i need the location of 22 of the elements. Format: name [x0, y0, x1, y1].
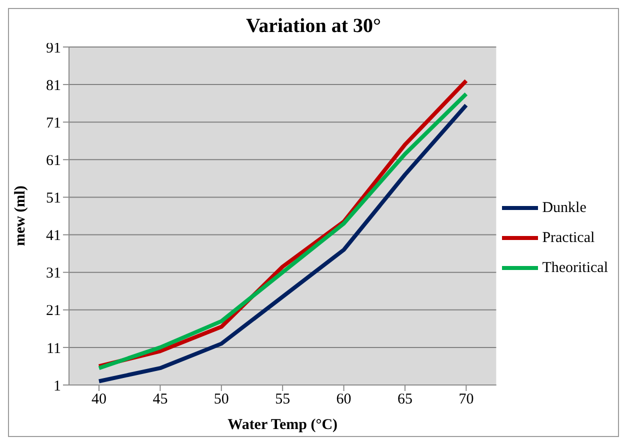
- y-tick-label: 31: [46, 266, 61, 282]
- y-tick-label: 21: [46, 303, 61, 320]
- legend-label: Theoritical: [542, 260, 608, 276]
- y-tick-label: 1: [54, 378, 61, 394]
- y-tick-label: 61: [46, 152, 61, 169]
- chart-title: Variation at 30°: [246, 15, 382, 37]
- x-tick-label: 50: [214, 392, 229, 408]
- x-tick-label: 45: [152, 392, 168, 408]
- x-tick-label: 40: [92, 392, 106, 408]
- legend-label: Dunkle: [542, 200, 586, 216]
- y-axis-title: mew (ml): [12, 186, 28, 246]
- y-tick-label: 71: [46, 115, 61, 132]
- x-tick-label: 60: [336, 392, 352, 408]
- x-axis-title: Water Temp (°C): [228, 417, 338, 433]
- x-tick-label: 55: [275, 392, 290, 408]
- x-tick-label: 70: [458, 392, 474, 408]
- y-tick-label: 41: [46, 228, 61, 244]
- y-tick-label: 51: [46, 190, 61, 207]
- x-tick-label: 65: [397, 392, 412, 408]
- y-tick-label: 81: [46, 78, 61, 94]
- legend-label: Practical: [542, 230, 595, 246]
- y-tick-label: 11: [46, 340, 61, 357]
